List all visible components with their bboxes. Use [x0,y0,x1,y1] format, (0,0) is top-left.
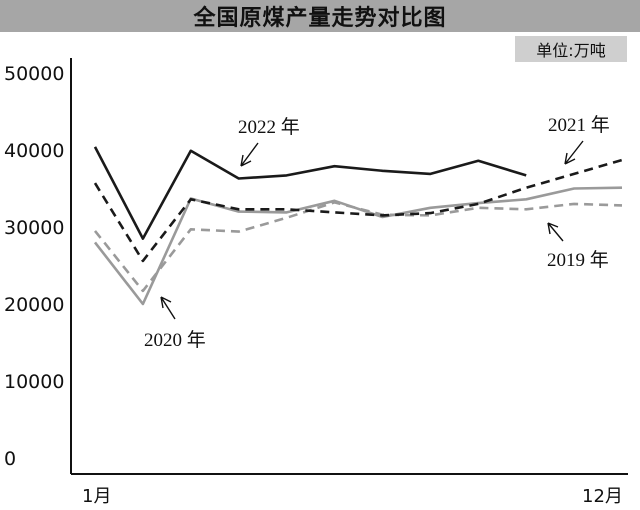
annotation-arrow-2021 [564,140,584,165]
annotation-2019: 2019 年 [547,249,609,271]
series-line-2020 [93,186,623,306]
y-tick-label: 40000 [4,140,64,162]
y-axis-ticks: 50000 40000 30000 20000 10000 0 [4,63,64,470]
unit-label: 单位:万吨 [515,36,627,62]
chart-title: 全国原煤产量走势对比图 [193,6,447,31]
y-tick-label: 50000 [4,63,64,85]
y-tick-label: 0 [4,448,16,470]
y-tick-label: 10000 [4,371,64,393]
annotation-2021: 2021 年 [548,114,610,136]
y-tick-label: 20000 [4,294,64,316]
annotation-arrow-2019 [547,222,564,242]
x-tick-label-first: 1月 [82,486,111,507]
y-tick-label: 30000 [4,217,64,239]
series-line-2022 [93,146,527,240]
series-line-2021 [93,158,623,263]
annotation-2020: 2020 年 [144,329,206,351]
series-group [93,146,623,306]
annotation-arrow-2020 [160,296,176,320]
annotation-arrow-2022 [240,142,259,167]
series-line-2019 [93,201,623,293]
annotation-2022: 2022 年 [238,116,300,138]
title-bar: 全国原煤产量走势对比图 [0,0,640,32]
x-tick-label-last: 12月 [582,486,623,507]
